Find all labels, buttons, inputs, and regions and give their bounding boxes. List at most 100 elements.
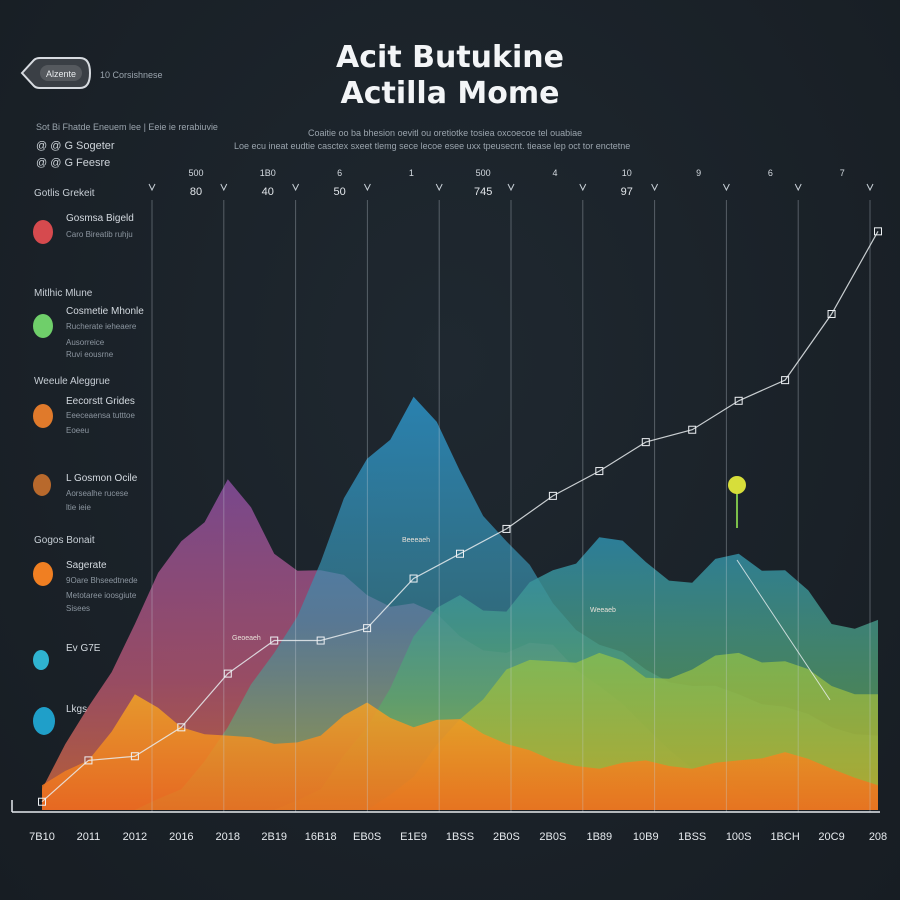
trend-point [641, 438, 650, 447]
trend-point [548, 491, 557, 500]
legend-sub: Ruvi eousrne [66, 350, 114, 359]
legend-sub: Rucherate ieheaere [66, 322, 137, 331]
trend-point [734, 396, 743, 405]
annotation-leader [736, 559, 831, 701]
x-tick-label: E1E9 [400, 831, 427, 843]
x-tick-label: 2016 [169, 831, 193, 843]
x-tick-label: 1BSS [446, 831, 474, 843]
top-tick-sublabel: 50 [333, 186, 345, 198]
legend-sub: Metotaree ioosgiute [66, 591, 137, 600]
header-line-2: @ @ G Feesre [36, 157, 111, 169]
legend-sub: Eeeceaensa tutttoe [66, 411, 135, 420]
header-note: Sot Bi Fhatde Eneuem lee | Eeie ie rerab… [36, 122, 218, 132]
trend-point [502, 524, 511, 533]
x-tick-label: 2B0S [539, 831, 566, 843]
gridline-marker [435, 183, 443, 192]
legend-marker [33, 474, 51, 496]
x-tick-label: 2B19 [261, 831, 287, 843]
gridline-marker [722, 183, 730, 192]
chart-title: Acit Butukine [336, 40, 564, 75]
x-tick-label: 16B18 [305, 831, 337, 843]
top-tick-label: 1B0 [260, 168, 276, 178]
gridline-marker [148, 183, 156, 192]
trend-point [130, 752, 139, 761]
top-tick-sublabel: 80 [190, 186, 202, 198]
gridline-marker [579, 183, 587, 192]
top-tick-label: 9 [696, 168, 701, 178]
trend-point [781, 376, 790, 385]
legend-group-3: Weeule Aleggrue [34, 376, 110, 387]
caption-line-1: Coaitie oo ba bhesion oevitl ou oretiotk… [308, 128, 583, 138]
legend-sub: 9Oare Bhseedtnede [66, 576, 138, 585]
x-tick-label: 1BCH [770, 831, 799, 843]
legend-sub: Ausorreice [66, 338, 105, 347]
legend-sub: ltie ieie [66, 503, 91, 512]
badge-caption: 10 Corsishnese [100, 70, 163, 80]
trend-point [827, 310, 836, 318]
x-tick-label: EB0S [353, 831, 381, 843]
annotation-label: Geoeaeh [232, 635, 261, 642]
trend-point [38, 797, 46, 806]
trend-point [456, 549, 464, 558]
legend-marker [33, 707, 55, 735]
header-line-1: @ @ G Sogeter [36, 140, 115, 152]
x-tick-label: 20C9 [818, 831, 844, 843]
x-tick-label: 100S [726, 831, 752, 843]
legend-group-2: Mitlhic Mlune [34, 288, 93, 299]
gridline-marker [363, 183, 371, 192]
top-tick-label: 7 [840, 168, 845, 178]
trend-line [41, 231, 879, 803]
gridline-marker [651, 183, 659, 192]
legend-label: Lkgs [66, 704, 88, 715]
legend-label: Sagerate [66, 560, 107, 571]
top-tick-label: 10 [622, 168, 632, 178]
trend-point [270, 636, 279, 645]
legend-sub: Caro Bireatib ruhju [66, 230, 133, 239]
top-tick-label: 4 [552, 168, 557, 178]
top-tick-sublabel: 40 [262, 186, 274, 198]
area-series-5 [42, 694, 878, 810]
logo-badge: Alzente [20, 57, 92, 89]
top-tick-label: 6 [337, 168, 342, 178]
x-tick-label: 2012 [123, 831, 147, 843]
legend-marker [33, 314, 53, 338]
trend-point [363, 624, 372, 633]
legend-marker [33, 562, 53, 586]
legend-marker [33, 404, 53, 428]
top-tick-label: 6 [768, 168, 773, 178]
legend-marker [33, 220, 53, 244]
gridline-marker [507, 183, 515, 192]
trend-point [316, 636, 325, 645]
trend-point [874, 227, 882, 236]
legend-sub: Sisees [66, 604, 91, 613]
gridline-marker [220, 183, 228, 192]
x-tick-label: 1B89 [586, 831, 612, 843]
x-tick-label: 208 [869, 831, 887, 843]
x-tick-label: 2011 [77, 831, 101, 843]
x-tick-label: 1BSS [678, 831, 706, 843]
legend-label: Gosmsa Bigeld [66, 213, 134, 224]
legend-marker [33, 650, 49, 670]
trend-point [84, 756, 93, 765]
legend-group-1: Gotlis Grekeit [34, 188, 95, 199]
trend-point [688, 425, 697, 434]
legend-sub: Aorsealhe rucese [66, 489, 129, 498]
highlight-marker [728, 476, 746, 494]
legend-label: Ev G7E [66, 643, 101, 654]
top-tick-label: 500 [188, 168, 203, 178]
trend-point [595, 467, 604, 476]
annotation-label: Weeaeb [590, 607, 616, 614]
top-tick-sublabel: 97 [621, 186, 633, 198]
legend-sub: Eoeeu [66, 426, 90, 435]
x-tick-label: 10B9 [633, 831, 659, 843]
trend-point [223, 669, 232, 678]
top-tick-label: 1 [409, 168, 414, 178]
legend-group-4: Gogos Bonait [34, 535, 95, 546]
x-tick-label: 2B0S [493, 831, 520, 843]
chart-subtitle: Actilla Mome [340, 76, 560, 111]
x-tick-label: 7B10 [29, 831, 55, 843]
caption-line-2: Loe ecu ineat eudtie casctex sxeet tlemg… [234, 141, 631, 151]
x-tick-label: 2018 [216, 831, 240, 843]
